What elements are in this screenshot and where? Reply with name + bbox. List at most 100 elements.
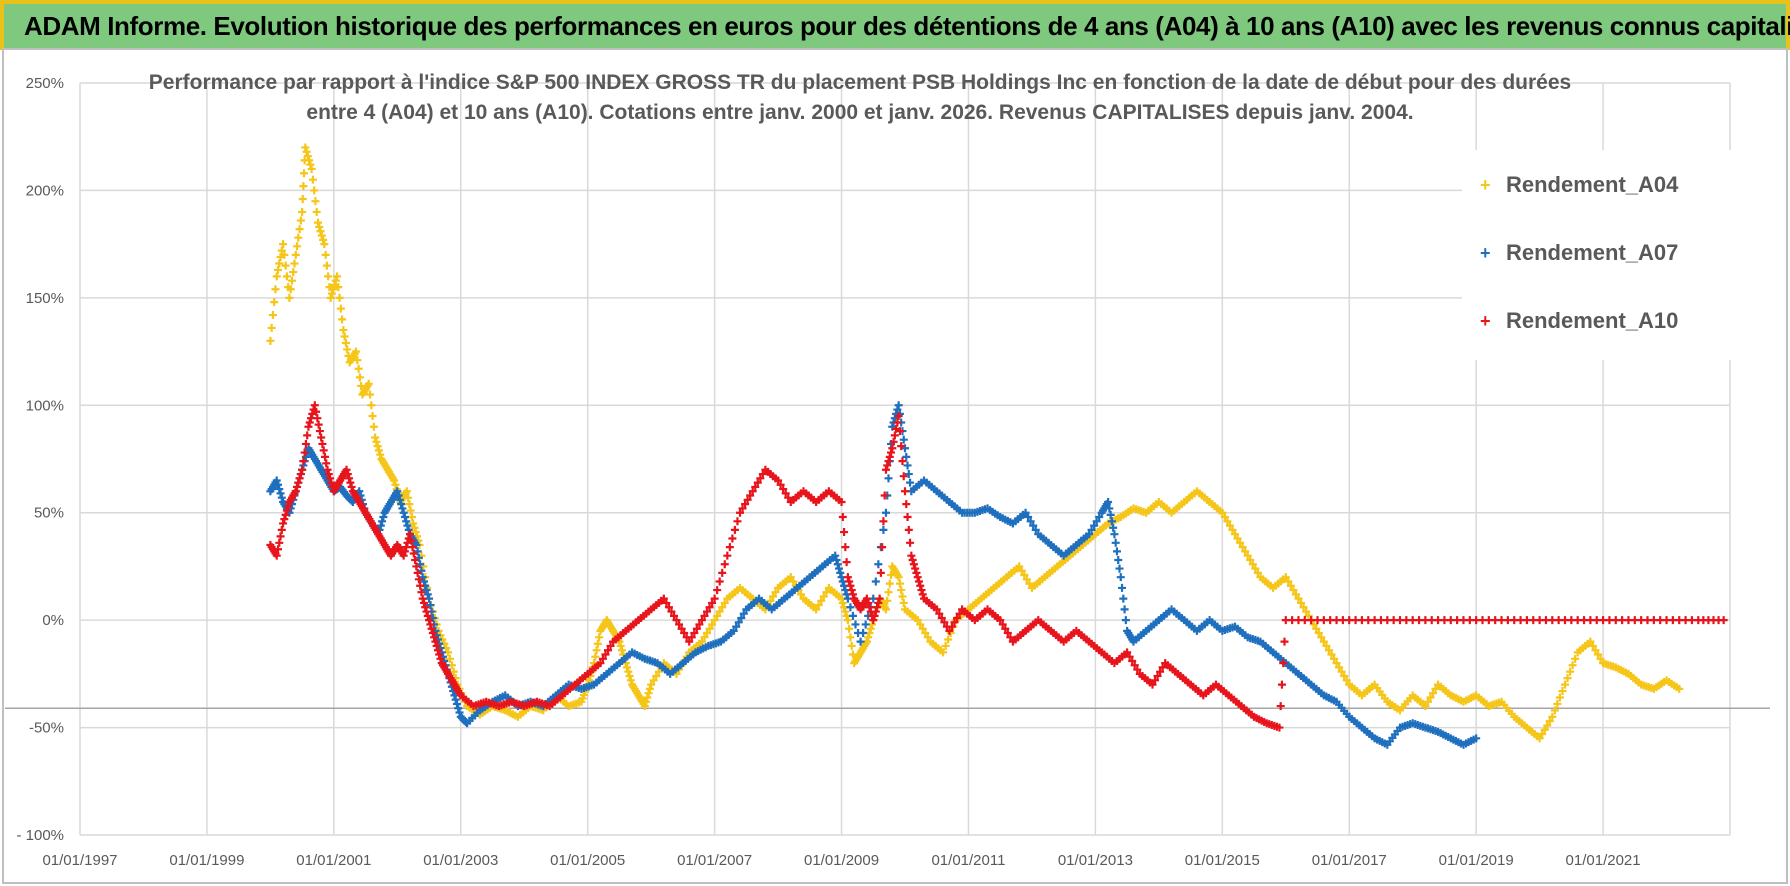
data-point-interp bbox=[314, 420, 323, 429]
data-point-interp bbox=[880, 491, 889, 500]
data-point-interp bbox=[1429, 689, 1437, 698]
legend-label-a10: Rendement_A10 bbox=[1506, 308, 1679, 333]
data-point-interp bbox=[846, 603, 855, 612]
data-point-interp bbox=[1087, 525, 1096, 534]
data-point-interp bbox=[690, 629, 699, 638]
data-point-interp bbox=[1156, 667, 1165, 676]
chart-title: Performance par rapport à l'indice S&P 5… bbox=[0, 68, 1720, 128]
legend-item-a10: + Rendement_A10 bbox=[1480, 308, 1678, 338]
data-point bbox=[1015, 562, 1024, 571]
data-point-interp bbox=[598, 654, 607, 663]
data-point-interp bbox=[643, 693, 652, 702]
data-point-interp bbox=[345, 474, 354, 483]
data-point-interp bbox=[303, 152, 312, 161]
x-tick-label: 01/01/2009 bbox=[804, 852, 879, 869]
data-point-interp bbox=[1566, 667, 1575, 676]
data-point-interp bbox=[454, 704, 463, 713]
legend-label-a07: Rendement_A07 bbox=[1506, 240, 1679, 265]
data-point-interp bbox=[1591, 646, 1600, 655]
data-point bbox=[913, 573, 922, 582]
data-point-interp bbox=[1279, 659, 1288, 668]
data-point-interp bbox=[700, 633, 709, 642]
data-point-interp bbox=[327, 478, 336, 487]
data-point-interp bbox=[713, 586, 722, 595]
data-point-interp bbox=[884, 474, 893, 483]
data-point-interp bbox=[1090, 521, 1099, 530]
data-point-interp bbox=[914, 577, 923, 586]
data-point-interp bbox=[662, 598, 671, 607]
data-point-interp bbox=[293, 242, 302, 251]
data-point-interp bbox=[890, 431, 899, 440]
data-point-interp bbox=[1289, 586, 1298, 595]
data-point-interp bbox=[846, 581, 855, 590]
data-point-interp bbox=[452, 699, 461, 708]
data-point-interp bbox=[624, 667, 633, 676]
data-point bbox=[1281, 573, 1290, 582]
data-point-interp bbox=[1112, 547, 1121, 556]
data-point bbox=[313, 218, 322, 227]
data-point bbox=[939, 648, 948, 657]
data-point-interp bbox=[414, 575, 423, 584]
data-point-interp bbox=[282, 506, 291, 515]
data-point bbox=[323, 465, 332, 474]
data-point-interp bbox=[1111, 538, 1120, 547]
x-tick-label: 01/01/2017 bbox=[1312, 852, 1387, 869]
data-point bbox=[697, 616, 706, 625]
data-point bbox=[320, 240, 329, 249]
data-point-interp bbox=[899, 598, 908, 607]
data-point-interp bbox=[1335, 663, 1344, 672]
data-point-interp bbox=[879, 525, 888, 534]
data-point-interp bbox=[1095, 513, 1104, 522]
data-point-interp bbox=[897, 442, 906, 451]
data-point-interp bbox=[391, 480, 400, 489]
data-point-interp bbox=[423, 611, 432, 620]
data-point-interp bbox=[746, 491, 755, 500]
data-point-interp bbox=[411, 555, 420, 564]
data-point-interp bbox=[1006, 633, 1015, 642]
data-point-interp bbox=[921, 629, 930, 638]
data-point bbox=[291, 487, 300, 496]
data-point-interp bbox=[739, 609, 748, 618]
data-point bbox=[710, 616, 719, 625]
data-point-interp bbox=[842, 558, 851, 567]
data-point-interp bbox=[322, 261, 331, 270]
data-point-interp bbox=[289, 268, 298, 277]
data-point-interp bbox=[703, 607, 711, 616]
data-point bbox=[1719, 616, 1728, 625]
data-point-interp bbox=[940, 618, 949, 627]
data-point-interp bbox=[713, 611, 722, 620]
chart-title-line1: Performance par rapport à l'indice S&P 5… bbox=[148, 71, 1572, 94]
data-point bbox=[697, 637, 706, 646]
data-point-interp bbox=[1277, 680, 1286, 689]
data-point bbox=[736, 508, 744, 517]
data-point-interp bbox=[899, 435, 908, 444]
data-point-interp bbox=[1558, 687, 1567, 696]
data-point bbox=[272, 272, 281, 281]
data-point-interp bbox=[329, 285, 338, 294]
data-point-interp bbox=[311, 197, 320, 206]
data-point-interp bbox=[720, 560, 729, 569]
data-point-interp bbox=[408, 543, 417, 552]
data-point bbox=[431, 637, 440, 646]
data-point-interp bbox=[280, 515, 289, 524]
data-point-interp bbox=[275, 538, 284, 547]
y-tick-label: 50% bbox=[34, 505, 64, 522]
data-point-interp bbox=[326, 474, 335, 483]
data-point bbox=[1535, 734, 1544, 743]
data-point bbox=[881, 508, 890, 517]
data-point-interp bbox=[649, 676, 658, 685]
data-point-interp bbox=[796, 590, 805, 599]
data-point-interp bbox=[1322, 641, 1331, 650]
data-point-interp bbox=[1120, 605, 1129, 614]
y-axis-ticks: - 100% -50% 0% 50% 100% 150% 200% 250% bbox=[16, 75, 64, 844]
data-point-interp bbox=[293, 482, 302, 491]
data-point-interp bbox=[652, 672, 661, 681]
data-point bbox=[1104, 497, 1113, 506]
data-point-interp bbox=[319, 235, 328, 244]
data-point-interp bbox=[878, 543, 887, 552]
data-point-interp bbox=[1133, 665, 1142, 674]
data-point-interp bbox=[321, 250, 330, 259]
y-tick-label: 0% bbox=[42, 612, 64, 629]
data-point-interp bbox=[299, 182, 308, 191]
